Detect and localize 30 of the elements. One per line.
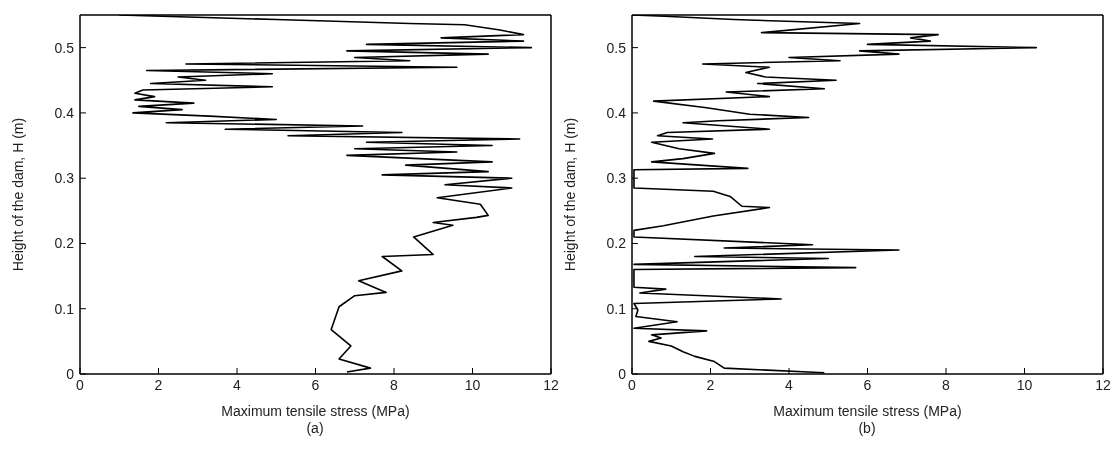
x-tick-label: 8 [390,376,399,393]
y-tick-label: 0.5 [606,39,627,56]
x-tick-label: 2 [154,376,163,393]
y-tick-label: 0.2 [606,235,627,252]
x-tick-label: 6 [863,376,872,393]
y-tick-label: 0.4 [54,104,75,121]
y-tick-label: 0.2 [54,235,75,252]
text: (b) [857,420,877,436]
x-tick-label: 4 [785,376,794,393]
x-axis-title: Maximum tensile stress (MPa) [773,403,962,419]
y-tick-label: 0 [66,365,75,382]
y-axis-title: Height of the dam, H (m) [561,117,578,272]
y-axis-title: Height of the dam, H (m) [9,117,26,272]
x-tick-label: 10 [464,376,481,393]
y-tick-label: 0.3 [54,170,75,187]
x-tick-label: 2 [706,376,715,393]
y-tick-label: 0.5 [54,39,75,56]
x-tick-label: 10 [1016,376,1033,393]
x-tick-label: 4 [233,376,242,393]
y-tick-label: 0 [618,365,627,382]
x-tick-label: 6 [311,376,320,393]
x-axis-title: Maximum tensile stress (MPa) [221,403,410,419]
y-tick-label: 0.4 [606,104,627,121]
y-tick-label: 0.3 [606,170,627,187]
x-tick-label: 12 [1095,376,1111,393]
x-tick-label: 12 [543,376,559,393]
y-tick-label: 0.1 [606,300,627,317]
text: (a) [305,420,325,436]
y-tick-label: 0.1 [54,300,75,317]
x-tick-label: 8 [942,376,951,393]
